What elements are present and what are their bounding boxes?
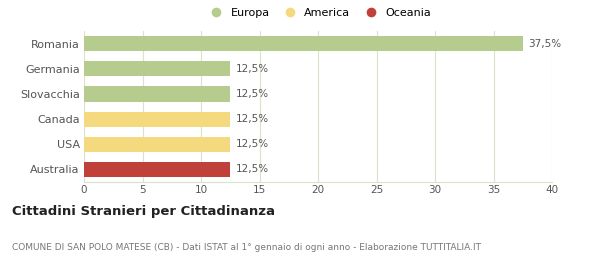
- Text: 12,5%: 12,5%: [236, 89, 269, 99]
- Bar: [84, 162, 230, 177]
- Text: 37,5%: 37,5%: [529, 39, 562, 49]
- Bar: [84, 137, 230, 152]
- Bar: [84, 112, 230, 127]
- Bar: [84, 61, 230, 76]
- Bar: [84, 87, 230, 102]
- Text: 12,5%: 12,5%: [236, 164, 269, 174]
- Text: 12,5%: 12,5%: [236, 64, 269, 74]
- Bar: [84, 36, 523, 51]
- Text: COMUNE DI SAN POLO MATESE (CB) - Dati ISTAT al 1° gennaio di ogni anno - Elabora: COMUNE DI SAN POLO MATESE (CB) - Dati IS…: [12, 243, 481, 252]
- Text: 12,5%: 12,5%: [236, 114, 269, 124]
- Text: 12,5%: 12,5%: [236, 139, 269, 149]
- Text: Cittadini Stranieri per Cittadinanza: Cittadini Stranieri per Cittadinanza: [12, 205, 275, 218]
- Legend: Europa, America, Oceania: Europa, America, Oceania: [201, 4, 435, 23]
